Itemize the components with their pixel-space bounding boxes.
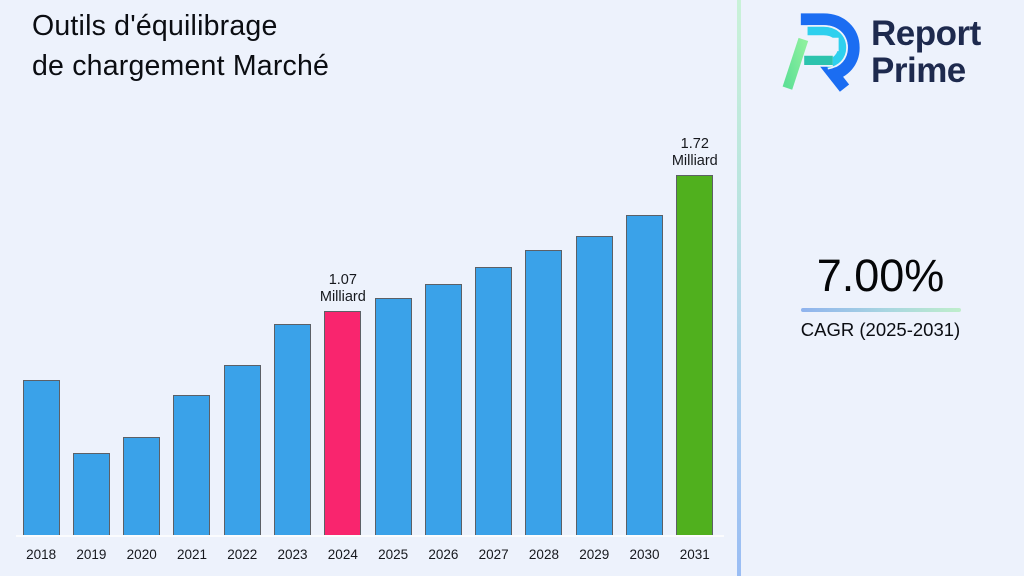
- bar-2024: [324, 311, 362, 535]
- bar-2022: [223, 365, 261, 535]
- cagr-value: 7.00%: [816, 250, 945, 301]
- cagr-panel: 7.00% CAGR (2025-2031): [737, 252, 1024, 341]
- bar-slot-2023: 2023: [267, 175, 317, 562]
- bar-slot-2024: 1.07 Milliard 2024: [318, 175, 368, 562]
- cagr-underline: [800, 308, 961, 312]
- bar-value-label-2024: 1.07 Milliard: [319, 272, 366, 305]
- logo-word-report: Report: [871, 14, 981, 53]
- logo-word-prime: Prime: [871, 51, 966, 90]
- cagr-label: CAGR (2025-2031): [800, 319, 961, 340]
- x-axis-label-2027: 2027: [478, 547, 509, 562]
- bar-slot-2022: 2022: [217, 175, 267, 562]
- x-axis-label-2020: 2020: [126, 547, 157, 562]
- bar-2021: [173, 395, 211, 535]
- bar-2025: [374, 298, 412, 535]
- x-axis-label-2022: 2022: [227, 547, 258, 562]
- bar-slot-2021: 2021: [167, 175, 217, 562]
- x-axis-label-2031: 2031: [679, 547, 710, 562]
- bar-2030: [626, 215, 664, 535]
- x-axis-label-2019: 2019: [76, 547, 107, 562]
- bar-slot-2031: 1.72 Milliard 2031: [670, 136, 720, 562]
- report-prime-logo-icon: [781, 13, 860, 92]
- x-axis-label-2025: 2025: [378, 547, 409, 562]
- bar-slot-2030: 2030: [619, 175, 669, 562]
- bar-2029: [575, 236, 613, 535]
- report-prime-logo: Report Prime: [779, 10, 981, 94]
- x-axis-label-2021: 2021: [176, 547, 207, 562]
- x-axis-label-2030: 2030: [629, 547, 660, 562]
- page-title-line1: Outils d'équilibrage: [32, 10, 278, 42]
- bar-slot-2018: 2018: [16, 175, 66, 562]
- bar-slot-2019: 2019: [66, 175, 116, 562]
- bar-slot-2026: 2026: [418, 175, 468, 562]
- page-title: Outils d'équilibrage de chargement March…: [32, 6, 329, 86]
- bar-slot-2028: 2028: [519, 175, 569, 562]
- x-axis-label-2023: 2023: [277, 547, 308, 562]
- report-prime-logo-text: Report Prime: [871, 15, 981, 89]
- bar-slot-2029: 2029: [569, 175, 619, 562]
- bar-value-label-2031: 1.72 Milliard: [671, 136, 718, 169]
- bar-2028: [525, 250, 563, 535]
- bar-2023: [274, 324, 312, 535]
- x-axis-label-2024: 2024: [327, 547, 358, 562]
- bar-2026: [424, 284, 462, 535]
- panel-divider: [737, 0, 741, 576]
- bar-slot-2027: 2027: [469, 175, 519, 562]
- x-axis-label-2026: 2026: [428, 547, 459, 562]
- page-title-line2: de chargement Marché: [32, 50, 330, 82]
- bar-2018: [22, 380, 60, 535]
- bar-2019: [72, 453, 110, 535]
- bar-2027: [475, 267, 513, 535]
- x-axis-label-2029: 2029: [579, 547, 610, 562]
- bar-slot-2025: 2025: [368, 175, 418, 562]
- x-axis-label-2028: 2028: [528, 547, 559, 562]
- chart-baseline: [16, 535, 724, 537]
- x-axis-label-2018: 2018: [26, 547, 57, 562]
- bar-2031: [676, 175, 714, 535]
- bar-slot-2020: 2020: [117, 175, 167, 562]
- market-bar-chart: 2018 2019 2020 2021 2022 2023 1.07 Milliard 202…: [16, 136, 720, 562]
- bar-2020: [123, 437, 161, 535]
